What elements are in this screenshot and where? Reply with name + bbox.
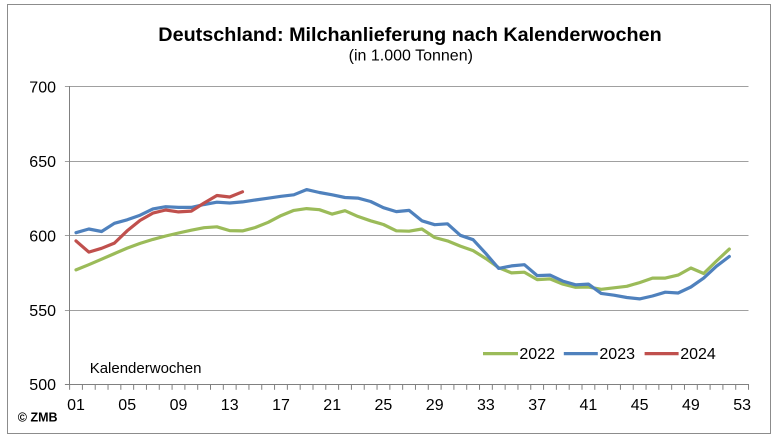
svg-text:550: 550 bbox=[29, 303, 56, 320]
svg-text:Kalenderwochen: Kalenderwochen bbox=[90, 360, 202, 377]
svg-text:05: 05 bbox=[118, 397, 136, 414]
svg-text:33: 33 bbox=[477, 397, 495, 414]
svg-text:49: 49 bbox=[682, 397, 700, 414]
svg-text:09: 09 bbox=[170, 397, 188, 414]
svg-text:17: 17 bbox=[272, 397, 290, 414]
svg-text:29: 29 bbox=[426, 397, 444, 414]
svg-text:37: 37 bbox=[528, 397, 546, 414]
svg-text:53: 53 bbox=[733, 397, 751, 414]
svg-text:700: 700 bbox=[29, 80, 56, 97]
svg-text:(in 1.000 Tonnen): (in 1.000 Tonnen) bbox=[349, 48, 473, 65]
svg-text:45: 45 bbox=[631, 397, 649, 414]
svg-text:500: 500 bbox=[29, 377, 56, 394]
svg-text:2024: 2024 bbox=[680, 346, 716, 363]
svg-text:2022: 2022 bbox=[519, 346, 555, 363]
svg-text:© ZMB: © ZMB bbox=[18, 411, 58, 425]
svg-text:2023: 2023 bbox=[599, 346, 635, 363]
svg-text:600: 600 bbox=[29, 228, 56, 245]
svg-text:21: 21 bbox=[323, 397, 341, 414]
svg-text:Deutschland: Milchanlieferung: Deutschland: Milchanlieferung nach Kalen… bbox=[158, 24, 661, 46]
svg-text:650: 650 bbox=[29, 154, 56, 171]
svg-text:01: 01 bbox=[67, 397, 85, 414]
svg-text:13: 13 bbox=[221, 397, 239, 414]
svg-text:25: 25 bbox=[375, 397, 393, 414]
svg-text:41: 41 bbox=[580, 397, 598, 414]
